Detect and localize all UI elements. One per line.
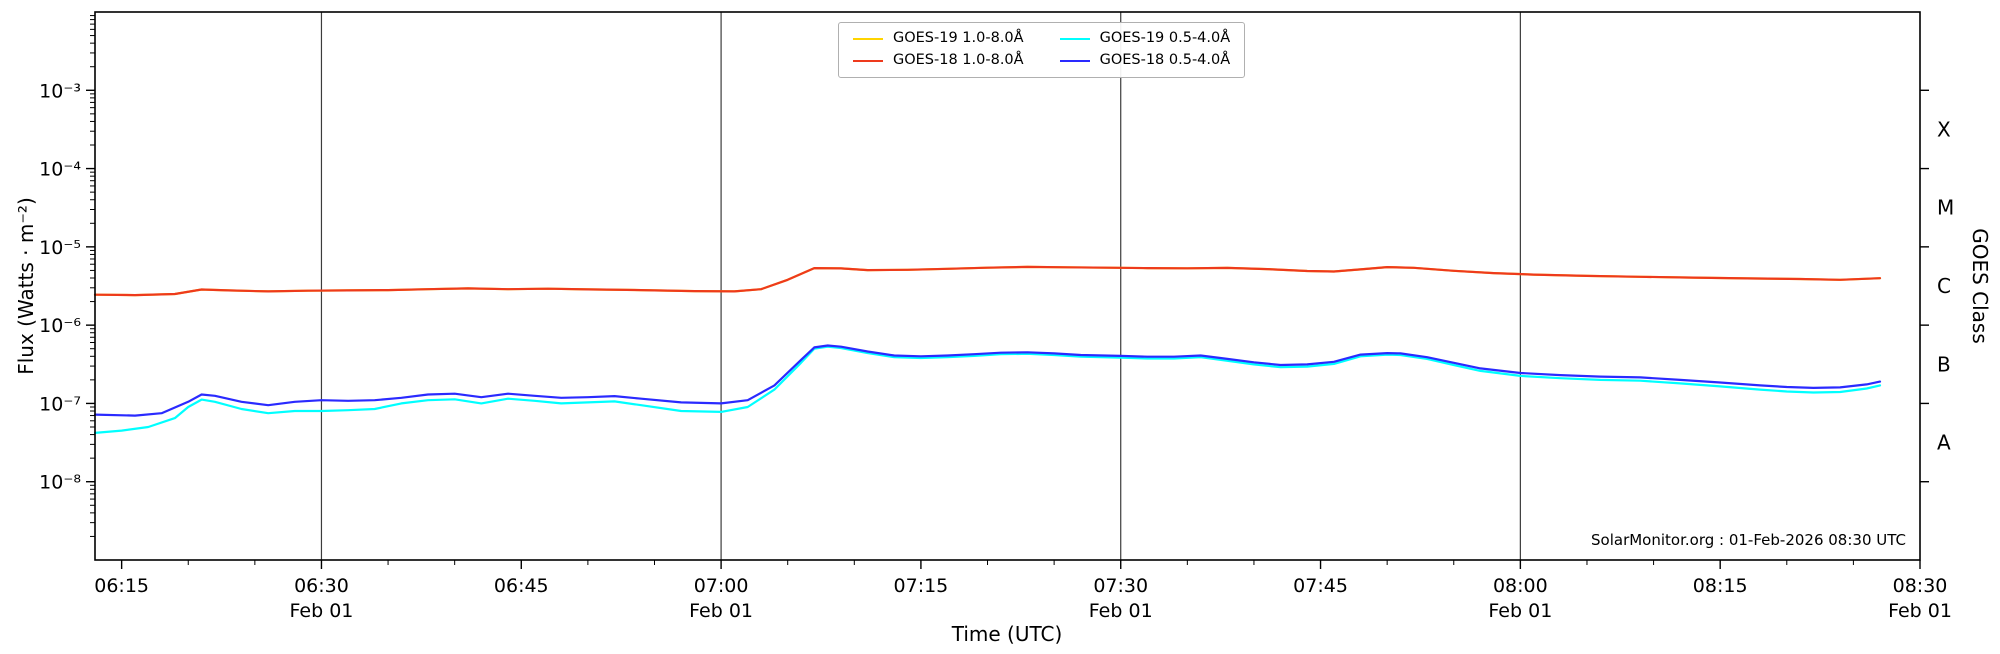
goes-class-letter: C [1937, 274, 1951, 298]
x-tick-label: 08:30 [1893, 575, 1948, 597]
x-tick-label: 08:15 [1693, 575, 1748, 597]
legend-label: GOES-19 1.0-8.0Å [893, 30, 1024, 46]
x-tick-date-label: Feb 01 [290, 600, 354, 622]
y-tick-label: 10⁻⁸ [39, 472, 81, 494]
y-tick-label: 10⁻⁶ [39, 315, 81, 337]
goes-class-letters: X M C B A [1937, 117, 1954, 454]
legend-line-swatch [853, 37, 883, 41]
x-tick-date-label: Feb 01 [1488, 600, 1552, 622]
x-tick-label: 06:45 [494, 575, 549, 597]
goes-class-letter: B [1937, 352, 1951, 376]
goes-class-letter: M [1937, 196, 1954, 220]
series-line [93, 265, 1882, 297]
legend-item: GOES-18 1.0-8.0Å [853, 51, 1024, 69]
y-tick-label: 10⁻³ [39, 80, 81, 102]
legend-item: GOES-18 0.5-4.0Å [1059, 51, 1231, 69]
x-tick-label: 08:00 [1493, 575, 1548, 597]
series-lines [93, 265, 1882, 434]
y-tick-label: 10⁻⁴ [39, 159, 81, 181]
x-tick-label: 07:00 [694, 575, 749, 597]
legend-line-swatch [1059, 59, 1090, 63]
plot-border [94, 11, 1921, 561]
x-tick-date-label: Feb 01 [1888, 600, 1952, 622]
legend-item: GOES-19 1.0-8.0Å [853, 30, 1024, 47]
legend-label: GOES-19 0.5-4.0Å [1099, 30, 1231, 46]
x-tick-date-label: Feb 01 [1089, 600, 1153, 622]
legend-line-swatch [853, 59, 883, 63]
x-tick-label: 07:30 [1093, 575, 1148, 597]
x-tick-label: 07:15 [894, 575, 949, 597]
goes-class-axis-label: GOES Class [1968, 228, 1992, 344]
y-axis-label: Flux (Watts · m⁻²) [14, 197, 38, 375]
x-tick-date-label: Feb 01 [689, 600, 753, 622]
legend: GOES-19 1.0-8.0Å GOES-18 1.0-8.0Å GOES-19 … [838, 22, 1246, 78]
legend-item: GOES-19 0.5-4.0Å [1059, 30, 1231, 47]
x-tick-label: 07:45 [1293, 575, 1348, 597]
x-axis: 06:15 06:30 Feb 01 06:45 07:00 Feb 01 07:15 07:… [94, 560, 1952, 622]
y-axis: 10⁻³ 10⁻⁴ 10⁻⁵ 10⁻⁶ 10⁻⁷ 10⁻⁸ [39, 15, 1929, 537]
series-line [93, 345, 1882, 434]
gridlines [320, 12, 1521, 560]
y-tick-label: 10⁻⁵ [39, 237, 81, 259]
series-line [93, 344, 1882, 417]
goes-class-letter: A [1937, 431, 1951, 455]
goes-class-letter: X [1937, 117, 1951, 141]
legend-line-swatch [1059, 37, 1090, 41]
legend-label: GOES-18 0.5-4.0Å [1099, 51, 1231, 68]
x-axis-label: Time (UTC) [951, 622, 1063, 646]
y-tick-label: 10⁻⁷ [39, 393, 81, 415]
x-tick-label: 06:15 [94, 575, 149, 597]
legend-label: GOES-18 1.0-8.0Å [893, 51, 1024, 68]
x-tick-label: 06:30 [294, 575, 349, 597]
solarmonitor-watermark: SolarMonitor.org : 01-Feb-2026 08:30 UTC [1591, 531, 1906, 549]
